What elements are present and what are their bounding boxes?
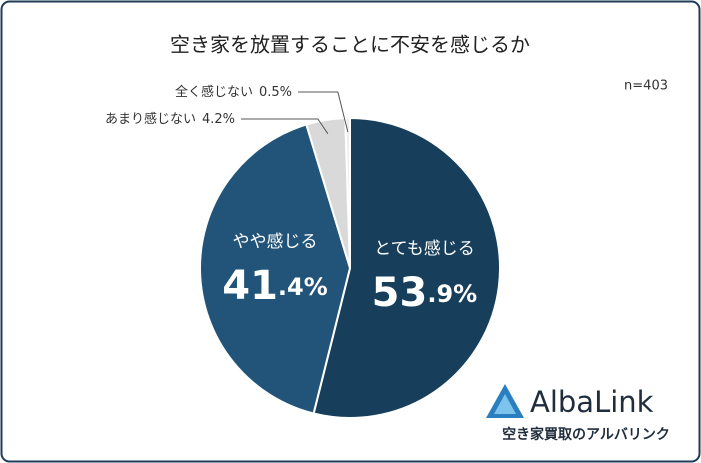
slice-label: 全く感じない <box>175 84 253 100</box>
leader-line <box>241 118 329 135</box>
value-label-int: 41 <box>222 263 278 309</box>
sample-note: n=403 <box>624 79 668 94</box>
value-label: 4.2% <box>202 112 235 127</box>
value-label-rest: .9% <box>427 280 477 308</box>
outside-label: 全く感じない 0.5% <box>175 84 292 100</box>
value-label: 41.4% <box>222 263 328 309</box>
value-label: 53.9% <box>372 270 478 316</box>
value-label-rest: .4% <box>278 273 328 301</box>
outside-label: あまり感じない 4.2% <box>105 111 235 127</box>
logo: AlbaLink 空き家買取のアルバリンク <box>486 384 670 443</box>
pie: とても感じる 53.9% やや感じる 41.4% あまり感じない 4.2% 全く感じない 0.… <box>105 84 501 419</box>
logo-tagline: 空き家買取のアルバリンク <box>502 426 670 443</box>
logo-name: AlbaLink <box>530 385 654 419</box>
pie-slice <box>312 116 501 419</box>
value-label: 0.5% <box>259 85 292 100</box>
pie-slice <box>344 116 351 269</box>
pie-slice <box>199 123 352 415</box>
logo-icon <box>494 394 516 414</box>
slice-label: あまり感じない <box>105 111 196 127</box>
slice-label: とても感じる <box>374 239 475 259</box>
slice-label: やや感じる <box>233 232 318 252</box>
chart-title: 空き家を放置することに不安を感じるか <box>170 33 530 57</box>
value-label-int: 53 <box>372 270 428 316</box>
leader-line <box>298 91 349 133</box>
